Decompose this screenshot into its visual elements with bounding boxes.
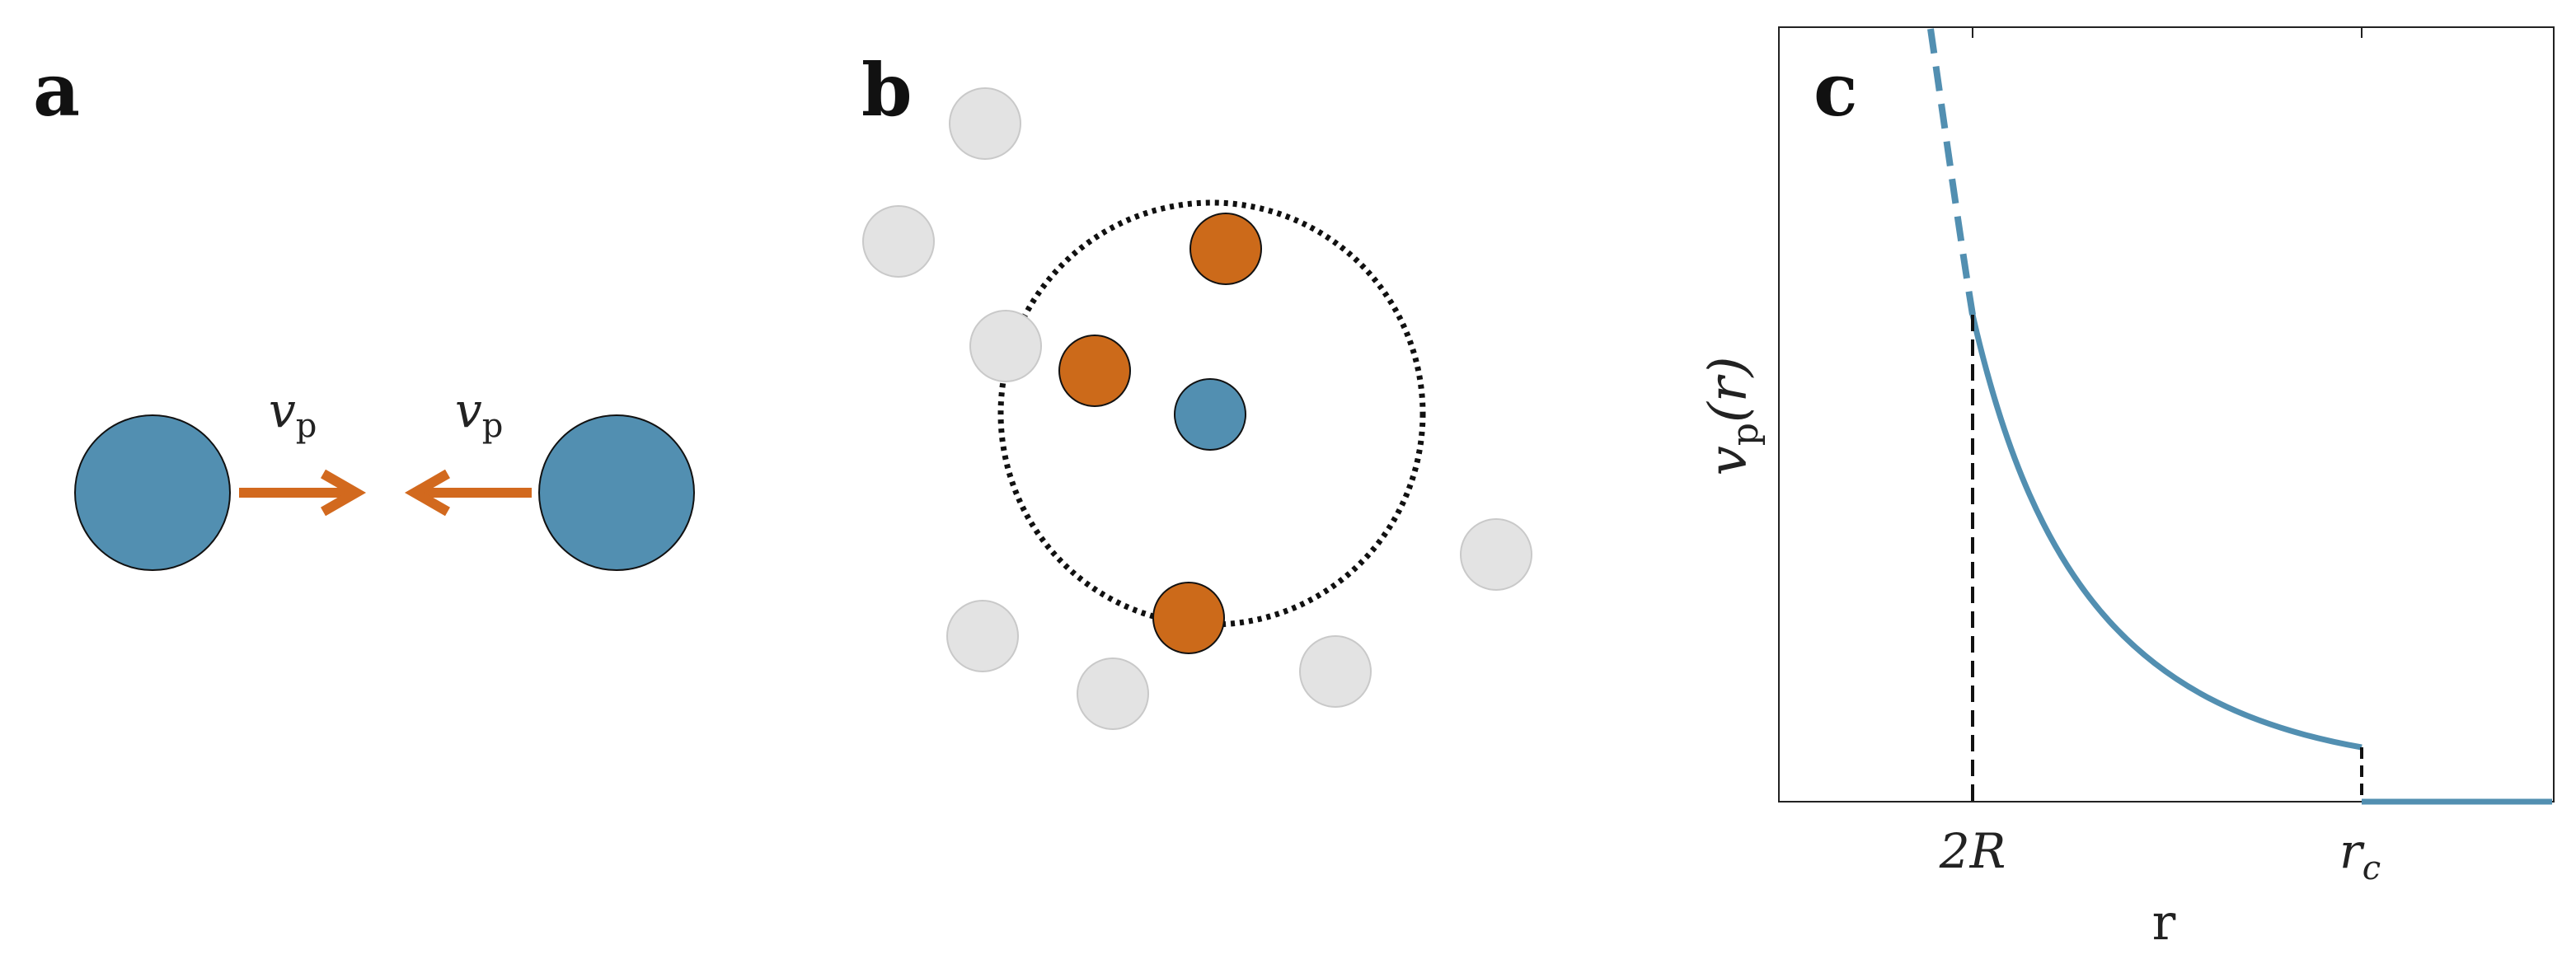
curve-solid [1969, 314, 2363, 751]
curve-dashed-extension [1927, 28, 1976, 316]
gray-particle [949, 87, 1021, 160]
gray-particle [946, 600, 1019, 672]
tick-label-rc: rc [2339, 823, 2381, 887]
orange-particle [1189, 213, 1262, 285]
gray-particle [969, 310, 1042, 382]
arrow-right [239, 469, 367, 517]
panel-b: b [861, 47, 1532, 730]
gray-particle [862, 205, 935, 278]
arrow-label-left: vp [269, 382, 317, 445]
panel-c-label: c [1814, 47, 1858, 133]
neighbor-particles-orange [1058, 213, 1262, 654]
orange-particle [1058, 335, 1131, 407]
arrow-label-right: vp [455, 382, 503, 445]
panel-a-label: a [33, 47, 80, 133]
particle-right [538, 414, 695, 571]
gray-particle [1077, 657, 1149, 730]
particle-left [74, 414, 231, 571]
tick-label-2r: 2R [1939, 823, 2006, 879]
y-axis-label: vp(r) [1698, 357, 1767, 476]
panel-c: c 2R rc r vp(r) [1698, 26, 2555, 952]
interaction-range-circle [997, 199, 1426, 628]
gray-particle [1299, 635, 1372, 708]
x-axis-label: r [2152, 894, 2176, 952]
central-particle [1174, 378, 1246, 451]
arrow-left [404, 469, 532, 517]
neighbor-particles-gray [862, 87, 1532, 730]
panel-b-label: b [861, 47, 913, 133]
orange-particle [1152, 582, 1225, 654]
plot-frame [1778, 26, 2555, 803]
panel-a: a vp vp [33, 47, 695, 571]
gray-particle [1460, 518, 1532, 591]
